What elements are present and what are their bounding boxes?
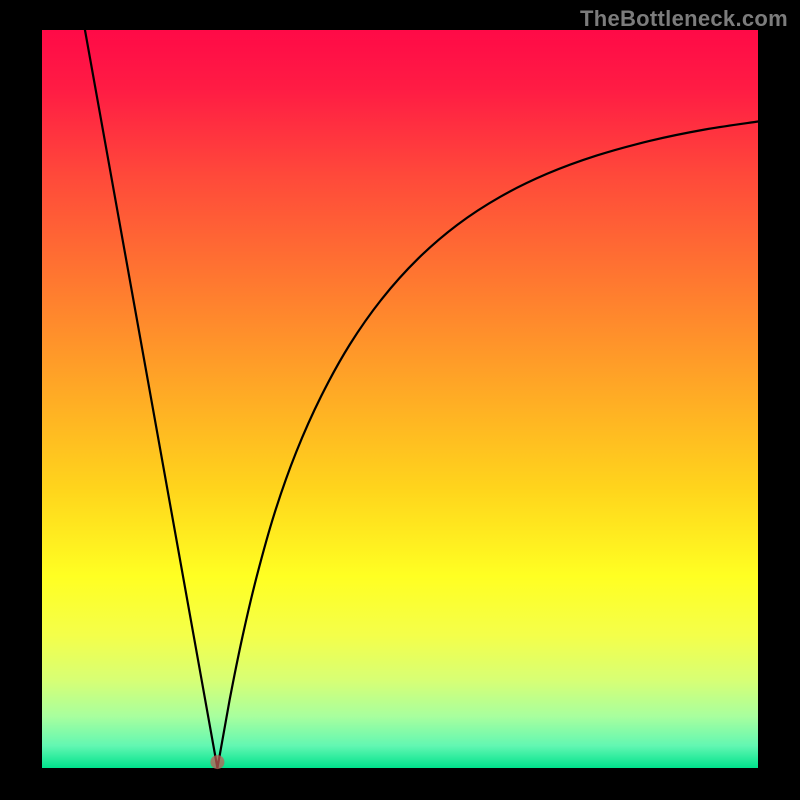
chart-svg [0, 0, 800, 800]
watermark-text: TheBottleneck.com [580, 6, 788, 32]
chart-container: TheBottleneck.com [0, 0, 800, 800]
optimal-point-marker [210, 755, 224, 769]
